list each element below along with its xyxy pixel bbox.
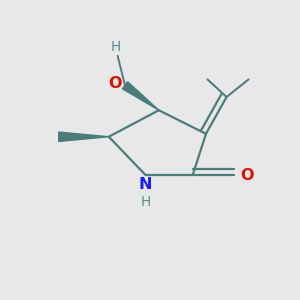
Text: O: O <box>108 76 122 91</box>
Polygon shape <box>122 82 159 110</box>
Text: N: N <box>139 177 152 192</box>
Polygon shape <box>59 132 109 142</box>
Text: H: H <box>111 40 121 54</box>
Text: O: O <box>240 167 254 182</box>
Text: H: H <box>140 195 151 209</box>
